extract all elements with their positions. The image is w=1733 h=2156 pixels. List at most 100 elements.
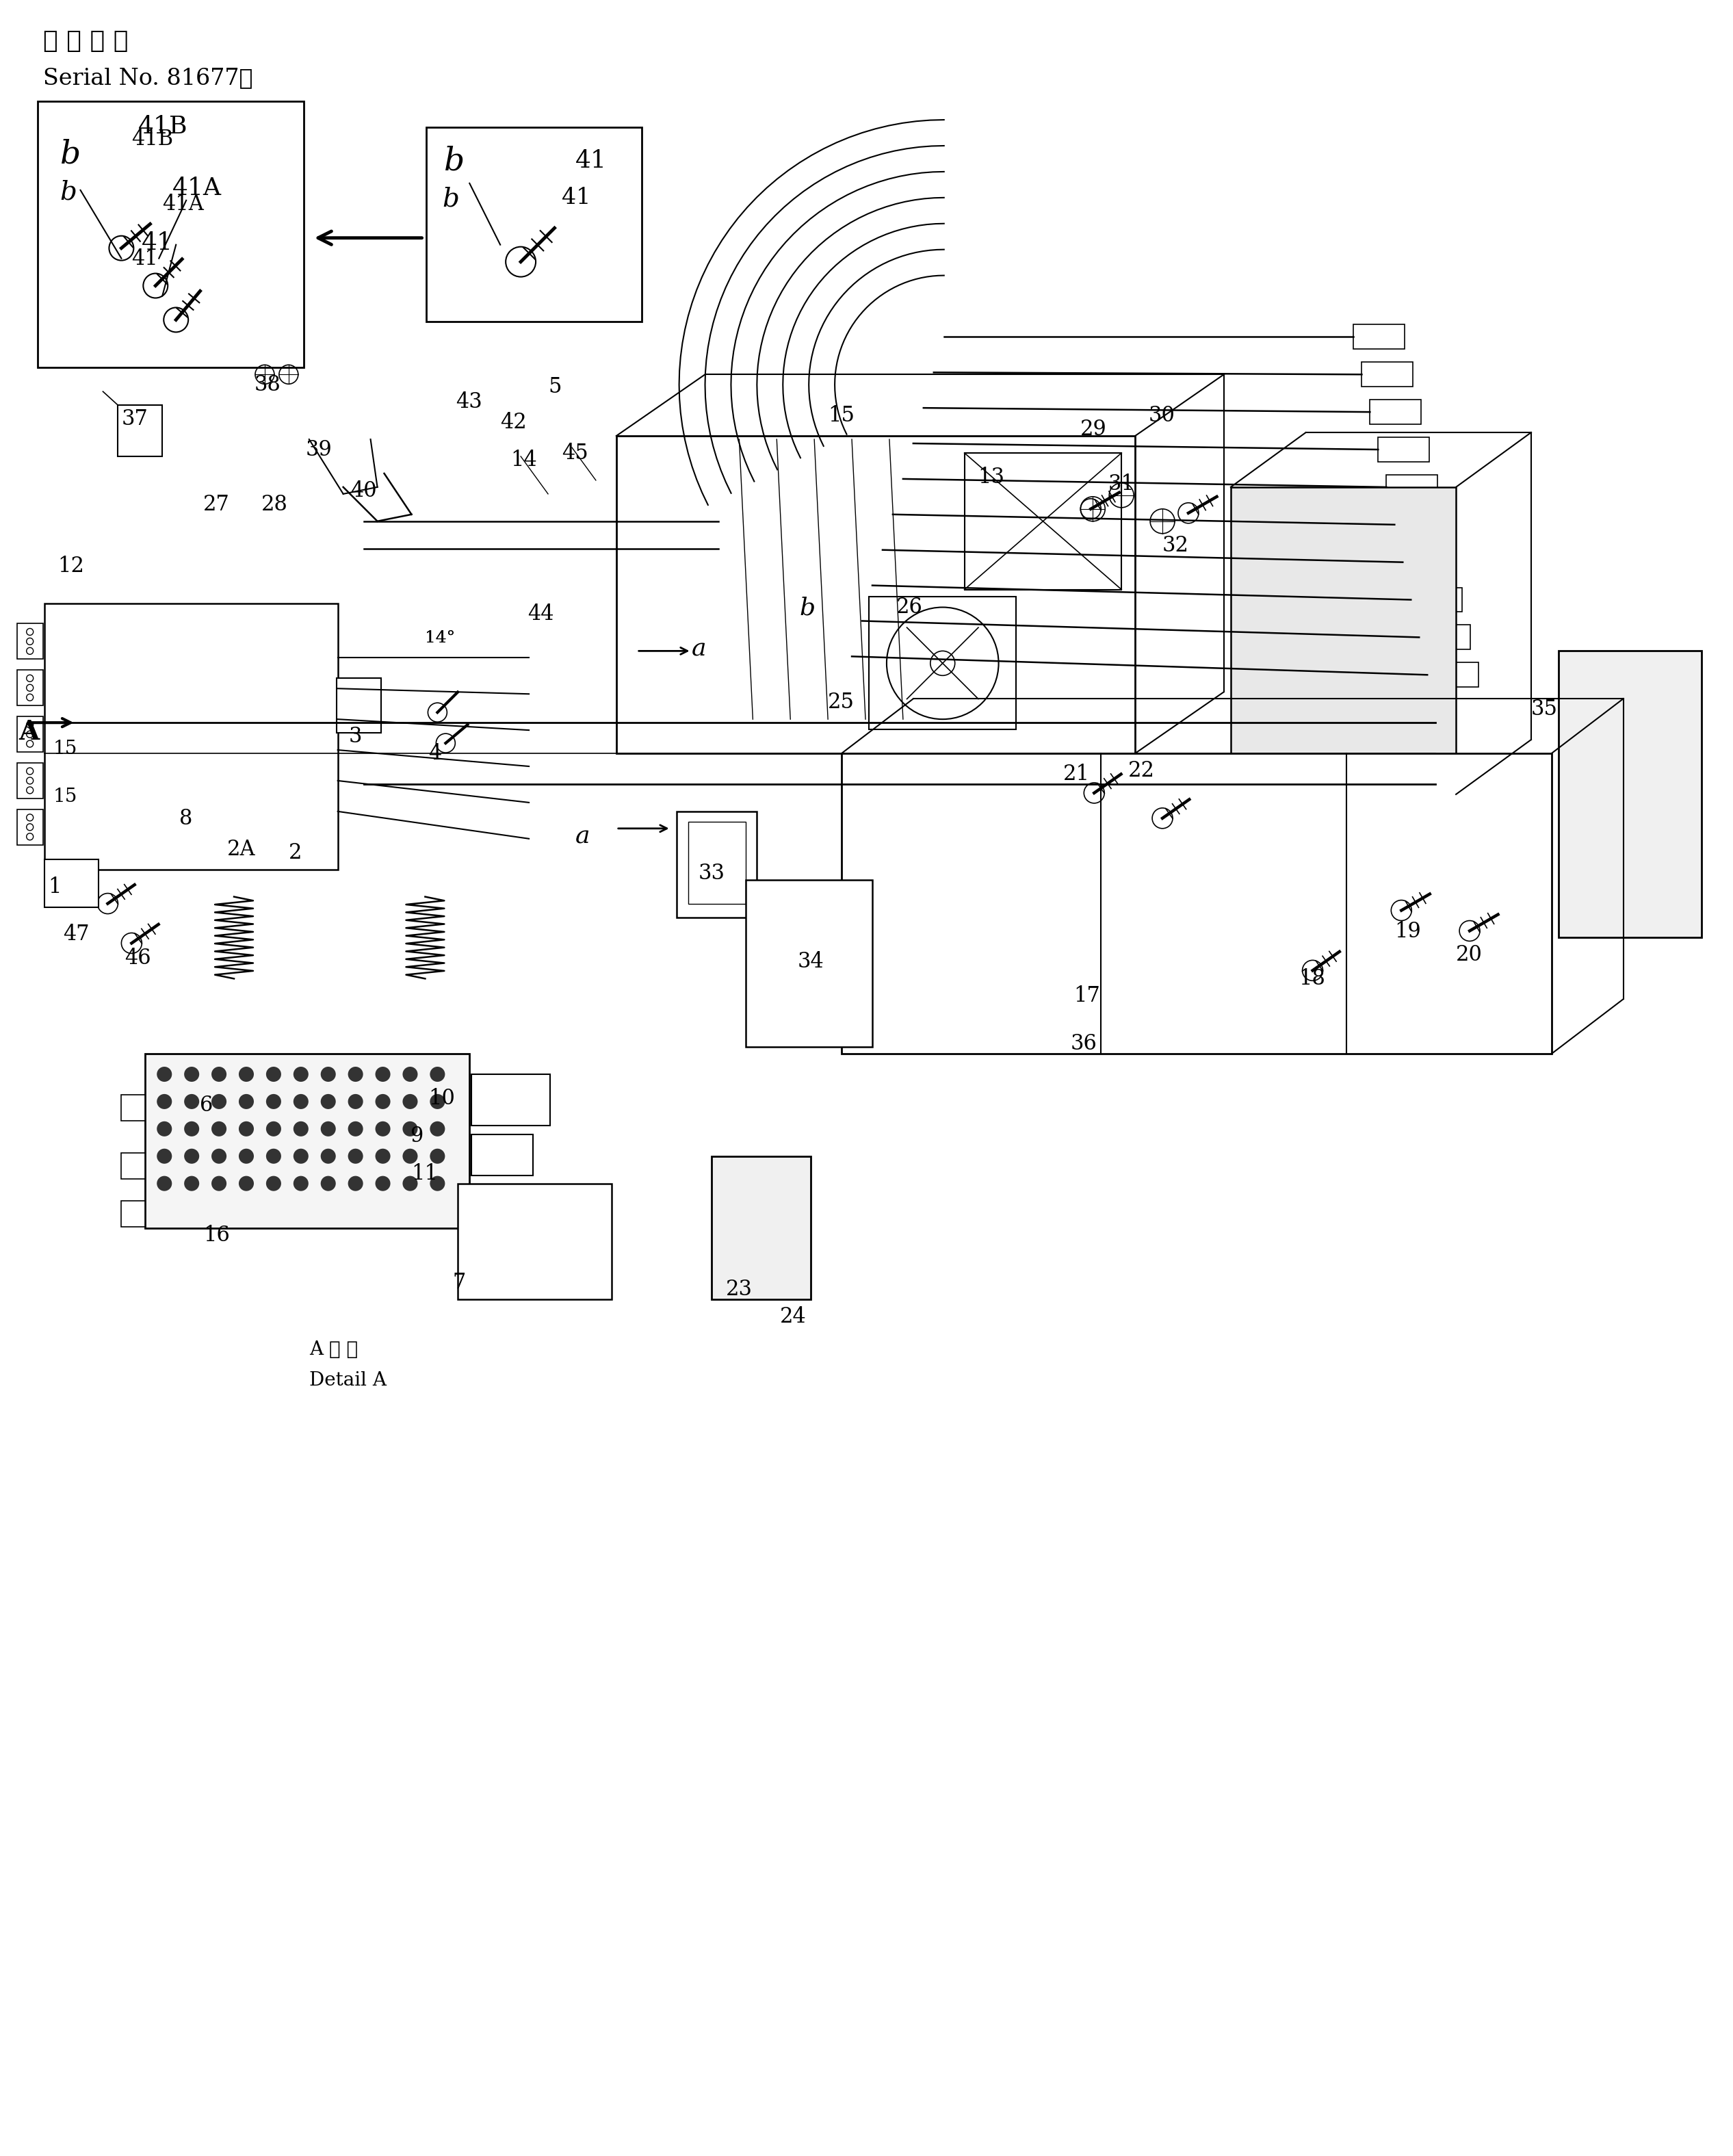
Bar <box>45 860 99 908</box>
Circle shape <box>321 1121 334 1136</box>
Text: A 詳 細: A 詳 細 <box>308 1341 357 1358</box>
Circle shape <box>295 1067 308 1080</box>
Bar <box>17 808 43 845</box>
Text: 11: 11 <box>411 1162 438 1184</box>
Text: 34: 34 <box>797 951 823 972</box>
Text: b: b <box>61 179 76 205</box>
Bar <box>17 623 43 660</box>
Circle shape <box>430 1121 444 1136</box>
Circle shape <box>348 1095 362 1108</box>
Bar <box>1411 586 1463 612</box>
Circle shape <box>158 1149 172 1162</box>
Bar <box>426 127 641 321</box>
Circle shape <box>376 1067 390 1080</box>
Bar <box>471 1134 534 1175</box>
Bar <box>712 1156 811 1300</box>
Text: 41B: 41B <box>139 114 189 138</box>
Text: 39: 39 <box>305 440 333 461</box>
Circle shape <box>321 1067 334 1080</box>
Circle shape <box>321 1095 334 1108</box>
Text: 13: 13 <box>977 466 1005 487</box>
Bar <box>38 101 303 369</box>
Bar <box>121 1201 146 1227</box>
Circle shape <box>158 1121 172 1136</box>
Circle shape <box>185 1177 199 1190</box>
Circle shape <box>239 1095 253 1108</box>
Bar <box>676 811 757 916</box>
Text: 16: 16 <box>203 1225 230 1246</box>
Text: 9: 9 <box>411 1125 423 1147</box>
Text: 30: 30 <box>1149 405 1175 427</box>
Text: 24: 24 <box>780 1307 806 1328</box>
Text: 15: 15 <box>54 740 78 759</box>
Bar <box>121 1095 146 1121</box>
Circle shape <box>211 1095 225 1108</box>
Text: A: A <box>19 720 40 746</box>
Circle shape <box>239 1067 253 1080</box>
Circle shape <box>376 1177 390 1190</box>
Text: 19: 19 <box>1395 921 1421 942</box>
Text: 23: 23 <box>726 1279 752 1300</box>
Text: 41: 41 <box>142 231 173 254</box>
Bar <box>1378 438 1430 461</box>
Text: 36: 36 <box>1071 1033 1097 1054</box>
Circle shape <box>267 1121 281 1136</box>
Text: 38: 38 <box>255 375 281 397</box>
Circle shape <box>185 1067 199 1080</box>
Circle shape <box>430 1177 444 1190</box>
Text: 40: 40 <box>350 481 376 502</box>
Text: 41B: 41B <box>132 129 173 151</box>
Text: 10: 10 <box>428 1089 456 1108</box>
Bar <box>1371 399 1421 425</box>
Circle shape <box>158 1177 172 1190</box>
Text: 12: 12 <box>57 556 85 576</box>
Circle shape <box>158 1095 172 1108</box>
Bar <box>1362 362 1412 386</box>
Text: 31: 31 <box>1107 474 1135 494</box>
Text: 4: 4 <box>428 744 442 765</box>
Circle shape <box>404 1121 418 1136</box>
Circle shape <box>348 1149 362 1162</box>
Text: 26: 26 <box>896 597 922 617</box>
Text: 1: 1 <box>49 875 62 897</box>
Circle shape <box>267 1095 281 1108</box>
Bar <box>1386 474 1438 500</box>
Text: b: b <box>442 188 459 211</box>
Circle shape <box>321 1149 334 1162</box>
Circle shape <box>376 1095 390 1108</box>
Bar <box>1230 487 1456 793</box>
Text: 14: 14 <box>511 451 537 470</box>
Circle shape <box>430 1067 444 1080</box>
Text: 44: 44 <box>527 604 555 625</box>
Text: 2: 2 <box>289 843 302 862</box>
Text: 22: 22 <box>1128 761 1154 780</box>
Text: 41: 41 <box>132 248 158 270</box>
Text: b: b <box>61 138 81 170</box>
Circle shape <box>239 1177 253 1190</box>
Circle shape <box>158 1067 172 1080</box>
Circle shape <box>376 1121 390 1136</box>
Circle shape <box>267 1149 281 1162</box>
Text: 3: 3 <box>348 727 362 748</box>
Text: 28: 28 <box>262 494 288 515</box>
Bar <box>688 821 745 903</box>
Bar <box>17 763 43 798</box>
Circle shape <box>404 1177 418 1190</box>
Text: 27: 27 <box>203 494 230 515</box>
Circle shape <box>348 1067 362 1080</box>
Text: 8: 8 <box>180 808 192 830</box>
Circle shape <box>404 1149 418 1162</box>
Circle shape <box>295 1177 308 1190</box>
Text: 5: 5 <box>548 377 561 397</box>
Circle shape <box>430 1149 444 1162</box>
Text: 41: 41 <box>575 149 607 172</box>
Text: 35: 35 <box>1530 699 1558 720</box>
Bar <box>458 1184 612 1300</box>
Text: 17: 17 <box>1074 985 1100 1007</box>
Bar <box>842 752 1551 1054</box>
Bar <box>17 671 43 705</box>
Bar <box>965 453 1121 589</box>
Bar <box>1395 513 1445 537</box>
Circle shape <box>404 1067 418 1080</box>
Circle shape <box>348 1121 362 1136</box>
